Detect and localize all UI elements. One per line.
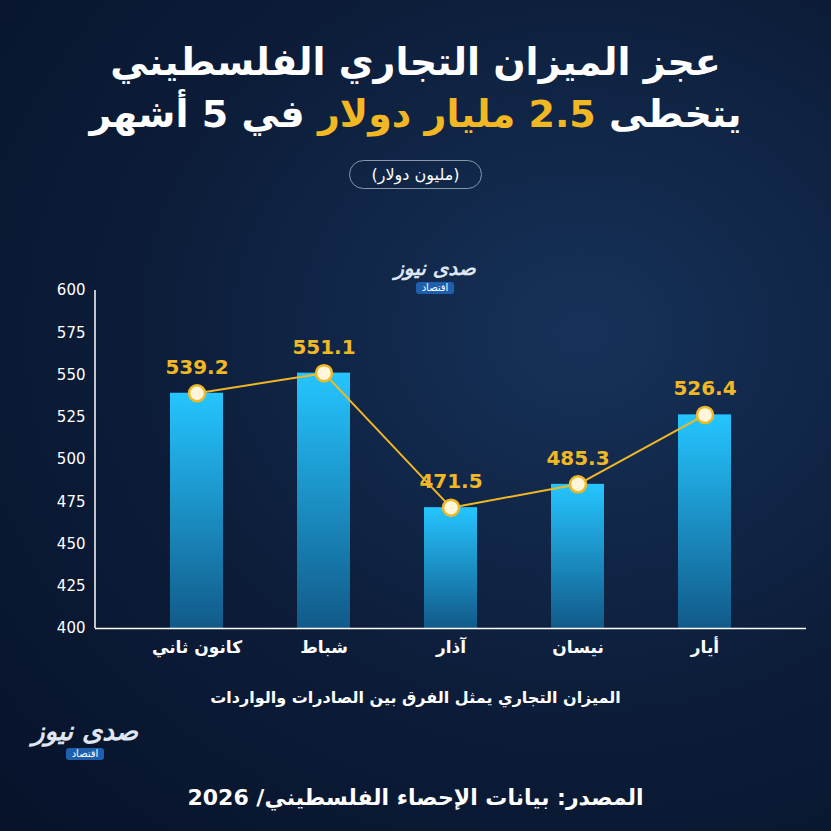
svg-text:أيار: أيار	[690, 636, 719, 657]
svg-text:575: 575	[57, 324, 86, 342]
svg-text:آذار: آذار	[435, 636, 467, 657]
svg-text:425: 425	[57, 577, 86, 595]
html-text:صدى نيوز: صدى نيوز	[31, 716, 139, 746]
html-text:عجز الميزان التجاري الفلسطيني: عجز الميزان التجاري الفلسطيني	[110, 40, 721, 84]
html-text:الميزان التجاري يمثل الفرق بين: الميزان التجاري يمثل الفرق بين الصادرات …	[210, 688, 621, 707]
svg-text:526.4: 526.4	[673, 376, 736, 400]
svg-text:485.3: 485.3	[546, 446, 609, 470]
svg-text:525: 525	[57, 408, 86, 426]
svg-text:600: 600	[57, 281, 86, 299]
html-text:(مليون دولار): (مليون دولار)	[371, 165, 460, 184]
svg-text:500: 500	[57, 450, 86, 468]
svg-text:شباط: شباط	[300, 637, 348, 657]
svg-text:475: 475	[57, 493, 86, 511]
html-text:اقتصاد: اقتصاد	[71, 748, 99, 759]
svg-text:450: 450	[57, 535, 86, 553]
svg-text:539.2: 539.2	[165, 355, 228, 379]
svg-text:471.5: 471.5	[419, 469, 482, 493]
svg-text:551.1: 551.1	[292, 335, 355, 359]
svg-text:نيسان: نيسان	[552, 637, 604, 657]
html-text:2.5 مليار دولار: 2.5 مليار دولار	[318, 92, 596, 136]
html-text:في 5 أشهر: في 5 أشهر	[89, 92, 318, 136]
html-text:صدى نيوز: صدى نيوز	[394, 256, 476, 280]
svg-text:550: 550	[57, 366, 86, 384]
html-text:اقتصاد: اقتصاد	[421, 282, 449, 293]
svg-text:كانون ثاني: كانون ثاني	[152, 637, 242, 658]
html-text:يتخطى: يتخطى	[595, 92, 742, 136]
html-text:المصدر: بيانات الإحصاء الفلسطي: المصدر: بيانات الإحصاء الفلسطيني/ 2026	[187, 785, 644, 810]
svg-text:400: 400	[57, 619, 86, 637]
